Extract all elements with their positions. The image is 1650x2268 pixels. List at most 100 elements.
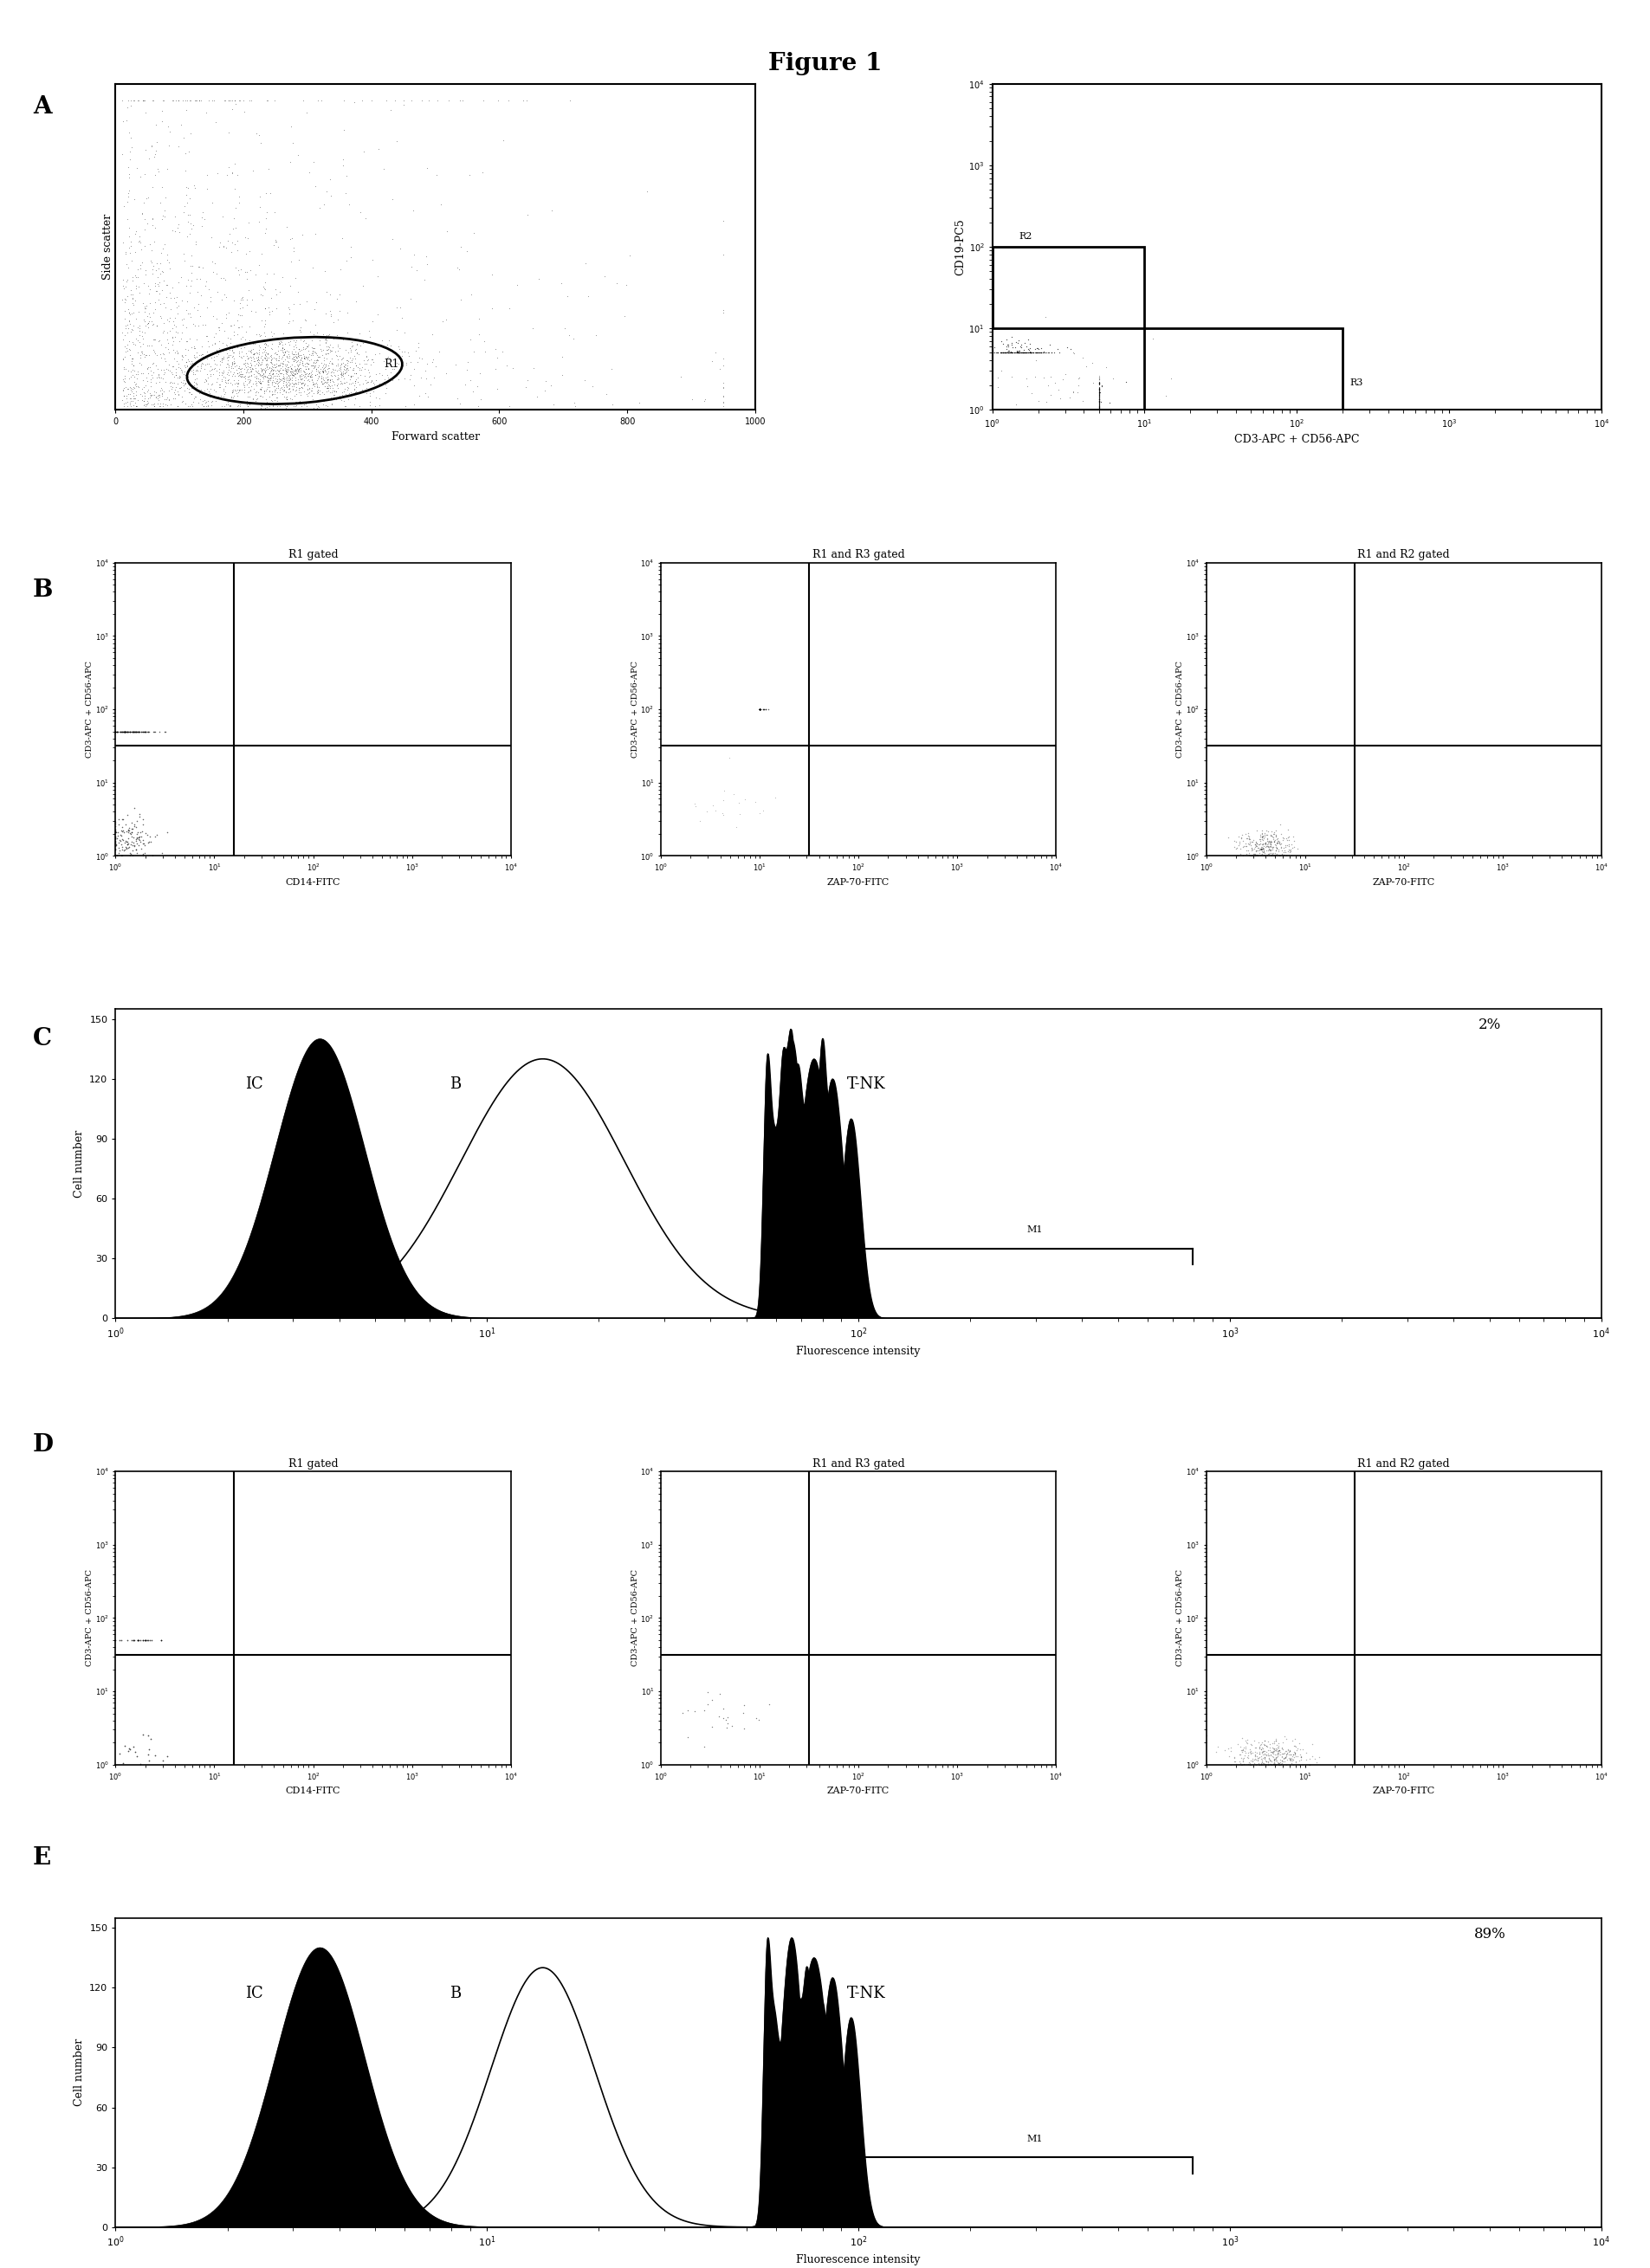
Point [358, 82, 384, 118]
Point [130, 801, 157, 837]
Point [252, 340, 279, 376]
Point [1262, 1724, 1289, 1760]
Point [294, 367, 320, 404]
Point [210, 352, 236, 388]
Point [114, 388, 140, 424]
Point [1267, 1737, 1294, 1774]
Point [282, 370, 309, 406]
Point [375, 340, 401, 376]
Point [112, 823, 139, 860]
Point [338, 324, 365, 361]
Point [582, 318, 609, 354]
Point [246, 336, 272, 372]
Point [1272, 1721, 1299, 1758]
Point [233, 363, 259, 399]
Point [746, 692, 772, 728]
Point [130, 286, 157, 322]
Point [130, 837, 157, 873]
Point [130, 805, 157, 841]
Point [112, 236, 139, 272]
Point [1025, 331, 1051, 367]
Point [1259, 1733, 1285, 1769]
Point [271, 352, 297, 388]
Point [1277, 1740, 1304, 1776]
Point [252, 349, 279, 386]
Point [129, 1622, 155, 1658]
Point [746, 692, 772, 728]
Point [295, 352, 322, 388]
Point [262, 361, 289, 397]
Point [310, 381, 337, 417]
Point [1242, 828, 1269, 864]
Point [145, 379, 172, 415]
Point [520, 349, 546, 386]
Point [299, 372, 325, 408]
Point [231, 361, 257, 397]
Point [244, 363, 271, 399]
Point [1244, 832, 1271, 869]
Point [125, 712, 152, 748]
Point [710, 383, 736, 420]
Point [1008, 336, 1035, 372]
Point [269, 372, 295, 408]
Point [312, 354, 338, 390]
Point [302, 365, 328, 401]
Point [1016, 336, 1043, 372]
Point [224, 297, 251, 333]
Point [206, 356, 233, 392]
Point [243, 333, 269, 370]
Point [150, 82, 177, 118]
Point [124, 819, 150, 855]
Point [238, 342, 264, 379]
Point [1008, 336, 1035, 372]
Point [252, 342, 279, 379]
Point [165, 365, 191, 401]
Point [1254, 1744, 1280, 1780]
Point [226, 82, 252, 118]
Point [345, 336, 371, 372]
Point [129, 333, 155, 370]
Point [282, 365, 309, 401]
Point [178, 370, 205, 406]
Point [266, 327, 292, 363]
Point [111, 329, 137, 365]
Point [224, 365, 251, 401]
Point [285, 374, 312, 411]
Point [297, 358, 323, 395]
Point [282, 388, 309, 424]
Point [323, 361, 350, 397]
Point [139, 837, 165, 873]
Point [495, 290, 521, 327]
Point [1274, 832, 1300, 869]
Point [300, 390, 327, 426]
Point [134, 712, 160, 748]
Point [330, 347, 356, 383]
Point [310, 352, 337, 388]
Point [346, 327, 373, 363]
Point [147, 256, 173, 293]
Point [1241, 837, 1267, 873]
Point [280, 342, 307, 379]
Point [289, 345, 315, 381]
Point [183, 370, 210, 406]
Point [210, 197, 236, 234]
Point [1282, 1744, 1308, 1780]
Point [129, 1622, 155, 1658]
Point [150, 263, 177, 299]
Point [746, 692, 772, 728]
Point [370, 150, 396, 186]
X-axis label: Forward scatter: Forward scatter [391, 431, 478, 442]
Point [229, 345, 256, 381]
Point [234, 358, 261, 395]
Point [294, 370, 320, 406]
Point [178, 386, 205, 422]
Point [102, 712, 129, 748]
Point [1244, 812, 1271, 848]
Point [1086, 381, 1112, 417]
Point [1236, 1746, 1262, 1783]
Point [198, 279, 224, 315]
Point [335, 333, 361, 370]
Point [1257, 1746, 1284, 1783]
Point [221, 227, 248, 263]
Point [280, 342, 307, 379]
